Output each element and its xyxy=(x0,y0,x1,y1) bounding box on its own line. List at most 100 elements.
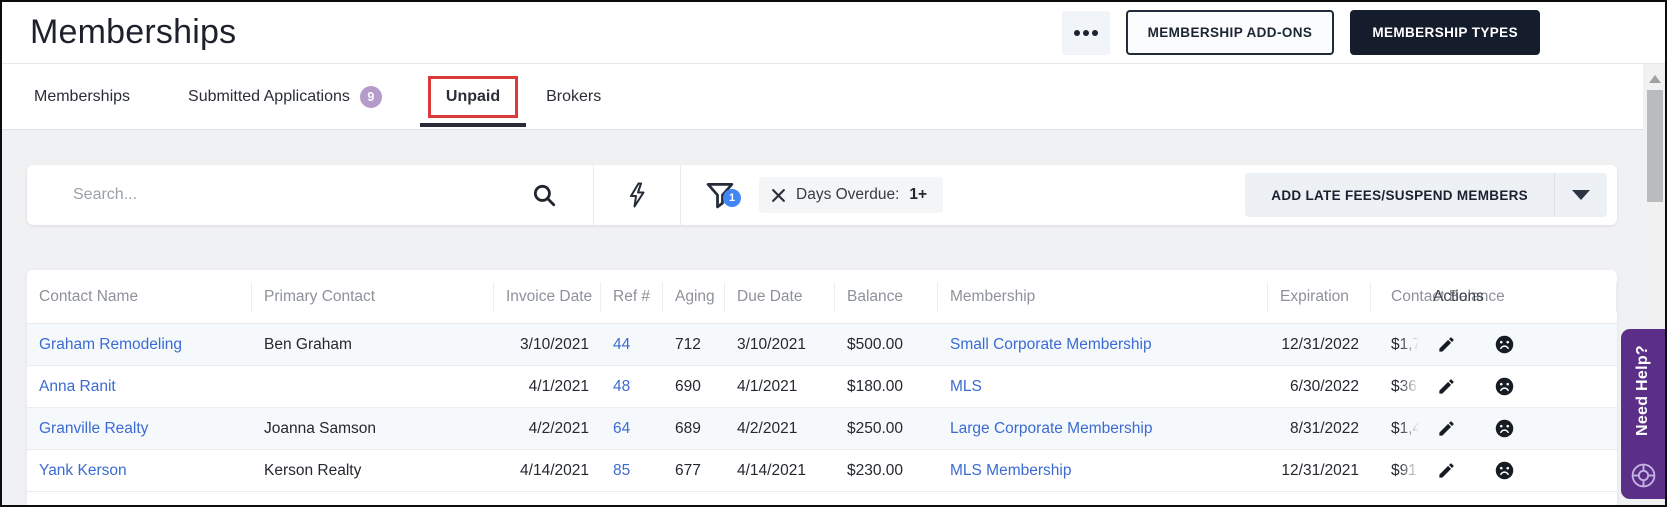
edit-icon[interactable] xyxy=(1437,335,1456,354)
filter-chip-label: Days Overdue: xyxy=(796,186,900,203)
edit-icon[interactable] xyxy=(1437,461,1456,480)
due-date-cell: 4/14/2021 xyxy=(737,461,806,479)
partial-row xyxy=(27,492,1617,505)
expiration-cell: 12/31/2022 xyxy=(1281,335,1359,353)
primary-contact-cell: Kerson Realty xyxy=(264,461,362,479)
contact-name-link[interactable]: Yank Kerson xyxy=(39,461,127,479)
contact-name-link[interactable]: Granville Realty xyxy=(39,419,149,437)
invoice-date-cell: 4/14/2021 xyxy=(520,461,589,479)
search-input[interactable] xyxy=(27,186,507,204)
tab-brokers[interactable]: Brokers xyxy=(546,88,601,106)
scroll-up-arrow-icon[interactable] xyxy=(1649,75,1661,83)
need-help-label: Need Help? xyxy=(1634,345,1651,437)
membership-link[interactable]: MLS Membership xyxy=(950,461,1072,479)
column-header-invoice-date[interactable]: Invoice Date xyxy=(494,281,601,312)
suspend-member-icon[interactable] xyxy=(1494,460,1515,481)
chevron-down-icon xyxy=(1572,190,1590,200)
page-title: Memberships xyxy=(30,13,237,51)
balance-cell: $500.00 xyxy=(847,335,904,353)
column-header-contact-name[interactable]: Contact Name xyxy=(27,281,252,312)
column-header-ref[interactable]: Ref # xyxy=(601,281,663,312)
more-options-button[interactable] xyxy=(1061,10,1110,55)
aging-cell: 712 xyxy=(675,335,701,353)
primary-contact-cell: Ben Graham xyxy=(264,335,352,353)
filter-count-badge: 1 xyxy=(723,189,741,207)
divider xyxy=(1554,173,1555,217)
edit-icon[interactable] xyxy=(1437,419,1456,438)
membership-types-button[interactable]: MEMBERSHIP TYPES xyxy=(1350,10,1540,55)
membership-link[interactable]: MLS xyxy=(950,377,982,395)
invoice-date-cell: 4/1/2021 xyxy=(528,377,589,395)
column-header-membership[interactable]: Membership xyxy=(938,281,1268,312)
suspend-member-icon[interactable] xyxy=(1494,418,1515,439)
ref-number-link[interactable]: 44 xyxy=(613,335,631,353)
submitted-count-badge: 9 xyxy=(359,85,382,108)
scrollbar-thumb[interactable] xyxy=(1647,90,1663,202)
column-header-primary-contact[interactable]: Primary Contact xyxy=(252,281,494,312)
aging-cell: 690 xyxy=(675,377,701,395)
expiration-cell: 6/30/2022 xyxy=(1290,377,1359,395)
column-header-actions: Actions xyxy=(1433,288,1484,305)
filter-icon[interactable]: 1 xyxy=(681,181,759,209)
table-header: Contact Name Primary Contact Invoice Dat… xyxy=(27,270,1617,324)
table-row: Yank Kerson Kerson Realty 4/14/2021 85 6… xyxy=(27,450,1617,492)
aging-cell: 689 xyxy=(675,419,701,437)
tab-memberships-label: Memberships xyxy=(34,87,131,105)
header-actions: MEMBERSHIP ADD-ONS MEMBERSHIP TYPES xyxy=(1061,10,1540,55)
row-actions xyxy=(1399,366,1529,407)
bulk-action-dropdown[interactable] xyxy=(1555,173,1607,217)
expiration-cell: 12/31/2021 xyxy=(1281,461,1359,479)
balance-cell: $230.00 xyxy=(847,461,904,479)
ref-number-link[interactable]: 48 xyxy=(613,377,631,395)
aging-cell: 677 xyxy=(675,461,701,479)
due-date-cell: 4/1/2021 xyxy=(737,377,798,395)
ref-number-link[interactable]: 64 xyxy=(613,419,631,437)
divider xyxy=(593,165,594,225)
balance-cell: $180.00 xyxy=(847,377,904,395)
row-actions xyxy=(1399,324,1529,365)
column-header-due-date[interactable]: Due Date xyxy=(725,281,835,312)
invoice-date-cell: 3/10/2021 xyxy=(520,335,589,353)
search-icon[interactable] xyxy=(531,182,557,208)
table-body: Graham Remodeling Ben Graham 3/10/2021 4… xyxy=(27,324,1617,492)
lifebuoy-icon xyxy=(1631,463,1655,488)
page-header: Memberships MEMBERSHIP ADD-ONS MEMBERSHI… xyxy=(2,2,1665,64)
column-header-expiration[interactable]: Expiration xyxy=(1268,281,1371,312)
filter-chip-days-overdue[interactable]: Days Overdue: 1+ xyxy=(759,177,944,213)
suspend-member-icon[interactable] xyxy=(1494,334,1515,355)
membership-addons-button[interactable]: MEMBERSHIP ADD-ONS xyxy=(1125,10,1335,55)
tab-brokers-label: Brokers xyxy=(546,87,602,105)
column-header-balance[interactable]: Balance xyxy=(835,281,938,312)
remove-filter-icon xyxy=(772,188,785,202)
contact-name-link[interactable]: Anna Ranit xyxy=(39,377,116,395)
table-row: Granville Realty Joanna Samson 4/2/2021 … xyxy=(27,408,1617,450)
column-header-aging[interactable]: Aging xyxy=(663,281,725,312)
due-date-cell: 3/10/2021 xyxy=(737,335,806,353)
expiration-cell: 8/31/2022 xyxy=(1290,419,1359,437)
toolbar: 1 Days Overdue: 1+ ADD LATE FEES/SUSPEND… xyxy=(27,165,1617,225)
membership-link[interactable]: Large Corporate Membership xyxy=(950,419,1153,437)
column-header-contact-balance[interactable]: Contact Balance xyxy=(1371,281,1617,312)
tab-submitted-label: Submitted Applications xyxy=(188,87,350,105)
contact-name-link[interactable]: Graham Remodeling xyxy=(39,335,183,353)
divider xyxy=(680,165,681,225)
membership-link[interactable]: Small Corporate Membership xyxy=(950,335,1152,353)
invoice-date-cell: 4/2/2021 xyxy=(528,419,589,437)
primary-contact-cell: Joanna Samson xyxy=(264,419,377,437)
tab-submitted-applications[interactable]: Submitted Applications 9 xyxy=(188,85,382,108)
edit-icon[interactable] xyxy=(1437,377,1456,396)
filter-chip-value: 1+ xyxy=(909,186,928,203)
tab-unpaid-label: Unpaid xyxy=(445,87,501,105)
row-actions xyxy=(1399,450,1529,491)
table-row: Graham Remodeling Ben Graham 3/10/2021 4… xyxy=(27,324,1617,366)
need-help-tab[interactable]: Need Help? xyxy=(1621,329,1665,499)
row-actions xyxy=(1399,408,1529,449)
suspend-member-icon[interactable] xyxy=(1494,376,1515,397)
add-late-fees-button[interactable]: ADD LATE FEES/SUSPEND MEMBERS xyxy=(1245,173,1554,217)
ref-number-link[interactable]: 85 xyxy=(613,461,631,479)
quick-actions-icon[interactable] xyxy=(594,181,680,209)
bulk-action-group: ADD LATE FEES/SUSPEND MEMBERS xyxy=(1245,173,1607,217)
tab-memberships[interactable]: Memberships xyxy=(34,88,130,106)
tab-unpaid[interactable]: Unpaid xyxy=(419,75,527,127)
